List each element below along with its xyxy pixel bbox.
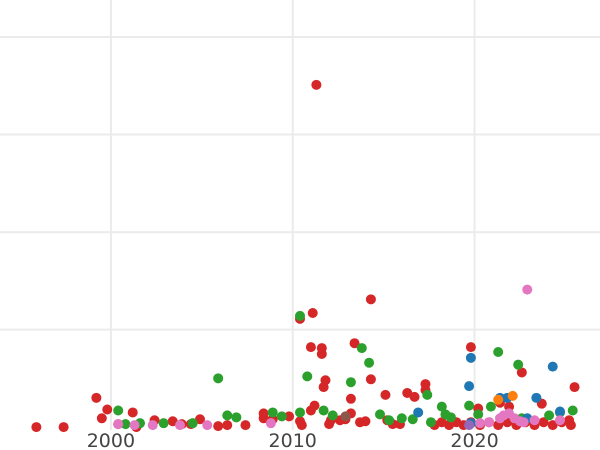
data-point <box>213 373 224 384</box>
data-point <box>507 390 518 401</box>
data-point <box>296 420 307 431</box>
data-point <box>127 407 138 418</box>
x-tick-label: 2000 <box>87 430 135 450</box>
data-point <box>547 420 558 431</box>
data-point <box>360 416 371 427</box>
data-point <box>340 411 351 422</box>
data-point <box>464 381 475 392</box>
data-point <box>445 412 456 423</box>
data-point <box>485 401 496 412</box>
data-point <box>311 79 322 90</box>
data-point <box>213 421 224 432</box>
data-point <box>309 400 320 411</box>
grid <box>0 0 600 430</box>
data-point <box>464 400 475 411</box>
data-point <box>384 415 395 426</box>
data-point <box>396 413 407 424</box>
data-point <box>349 338 360 349</box>
x-tick-label: 2010 <box>269 430 317 450</box>
data-point <box>365 294 376 305</box>
data-point <box>147 420 158 431</box>
data-point <box>175 420 185 431</box>
data-point <box>129 420 140 431</box>
data-point <box>356 343 367 354</box>
data-point <box>222 420 233 431</box>
data-point <box>425 417 436 428</box>
data-point <box>473 409 484 420</box>
x-axis-ticks: 2000 2010 2020 <box>87 430 499 450</box>
data-point <box>267 407 278 418</box>
data-point <box>113 405 124 416</box>
data-point <box>295 310 305 321</box>
data-point <box>120 419 131 430</box>
data-point <box>307 307 318 318</box>
data-point <box>538 417 549 428</box>
data-point <box>96 413 107 424</box>
data-point <box>413 407 424 418</box>
data-point <box>31 422 42 433</box>
data-point <box>555 406 565 417</box>
data-point <box>555 415 565 426</box>
data-point <box>422 389 433 400</box>
data-point <box>544 410 555 421</box>
data-point <box>113 419 124 430</box>
data-point <box>465 342 476 353</box>
data-point <box>531 392 542 403</box>
data-point <box>318 382 329 393</box>
data-point <box>295 407 305 418</box>
data-point <box>202 420 213 431</box>
data-point <box>58 422 69 433</box>
data-point <box>318 405 329 416</box>
data-point <box>284 411 295 422</box>
data-point <box>409 391 420 402</box>
data-point <box>222 410 233 421</box>
data-point <box>365 374 376 385</box>
data-point <box>513 359 524 370</box>
data-point <box>518 417 529 428</box>
data-point <box>231 412 242 423</box>
data-point <box>464 420 475 431</box>
data-point <box>345 393 356 404</box>
data-point <box>187 418 198 429</box>
data-point <box>436 401 447 412</box>
data-point <box>375 409 385 420</box>
data-point <box>529 415 540 426</box>
data-point <box>276 411 287 422</box>
data-point <box>316 348 327 359</box>
data-point <box>493 346 504 357</box>
data-point <box>475 418 485 429</box>
data-point <box>547 361 558 372</box>
data-point <box>569 382 580 393</box>
data-point <box>484 417 495 428</box>
data-point <box>565 420 576 431</box>
data-point <box>91 392 102 403</box>
data-point <box>567 405 578 416</box>
data-point <box>265 418 276 429</box>
data-point <box>380 389 391 400</box>
data-point <box>345 377 356 388</box>
data-point <box>102 404 113 415</box>
data-point <box>493 394 504 405</box>
data-point <box>327 410 338 421</box>
data-point <box>407 414 418 425</box>
data-point <box>465 352 476 363</box>
scatter-points <box>31 79 580 433</box>
data-point <box>522 284 533 295</box>
data-point <box>305 342 316 353</box>
data-point <box>258 413 269 424</box>
data-point <box>324 419 335 430</box>
data-point <box>302 371 313 382</box>
data-point <box>516 367 527 378</box>
data-point <box>364 357 375 368</box>
x-tick-label: 2020 <box>450 430 498 450</box>
data-point <box>240 420 251 431</box>
data-point <box>158 418 169 429</box>
